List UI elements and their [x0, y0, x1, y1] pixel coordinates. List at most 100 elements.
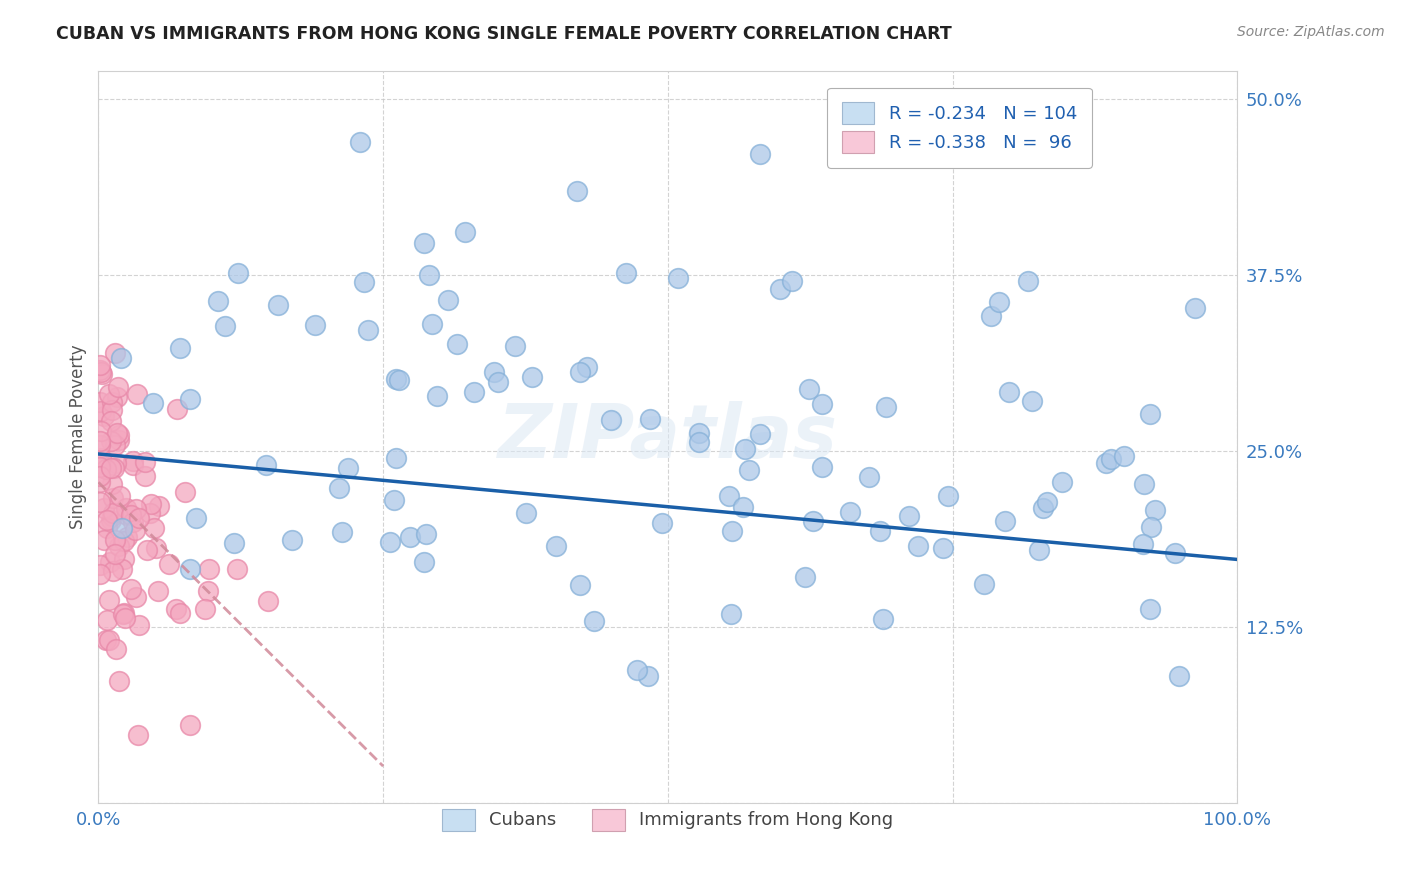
Point [734, 442, 756, 456]
Point [90, 450, 112, 465]
Point [576, 359, 599, 374]
Point [122, 453, 145, 467]
Point [731, 500, 754, 514]
Point [1050, 475, 1073, 489]
Point [486, 375, 509, 389]
Point [101, 403, 124, 417]
Point [100, 414, 122, 428]
Point [101, 477, 124, 491]
Point [89, 394, 111, 409]
Point [801, 515, 824, 529]
Point [569, 365, 592, 379]
Point [145, 541, 167, 555]
Point [89, 457, 111, 471]
Point [101, 508, 124, 523]
Point [872, 612, 894, 626]
Point [104, 547, 127, 561]
Legend: Cubans, Immigrants from Hong Kong: Cubans, Immigrants from Hong Kong [427, 794, 908, 845]
Point [998, 384, 1021, 399]
Point [89, 558, 111, 573]
Point [582, 614, 605, 628]
Point [254, 458, 277, 472]
Point [769, 283, 792, 297]
Point [720, 607, 742, 621]
Point [97, 633, 120, 648]
Point [169, 342, 191, 356]
Point [89, 468, 111, 483]
Point [626, 663, 648, 677]
Point [96, 521, 118, 535]
Point [165, 602, 187, 616]
Point [93, 409, 115, 423]
Point [415, 527, 437, 541]
Point [166, 402, 188, 417]
Text: CUBAN VS IMMIGRANTS FROM HONG KONG SINGLE FEMALE POVERTY CORRELATION CHART: CUBAN VS IMMIGRANTS FROM HONG KONG SINGL… [56, 25, 952, 43]
Point [1031, 500, 1053, 515]
Point [100, 461, 122, 475]
Point [125, 590, 148, 604]
Point [108, 673, 131, 688]
Point [103, 565, 125, 579]
Point [139, 497, 162, 511]
Point [124, 524, 146, 538]
Point [994, 514, 1017, 528]
Point [98, 555, 121, 569]
Point [938, 489, 960, 503]
Point [111, 562, 134, 576]
Point [1184, 301, 1206, 316]
Point [638, 411, 661, 425]
Point [1132, 477, 1154, 491]
Point [1139, 407, 1161, 421]
Point [1021, 393, 1043, 408]
Point [108, 428, 131, 442]
Point [207, 293, 229, 308]
Point [111, 607, 134, 621]
Point [101, 395, 124, 409]
Point [89, 460, 111, 475]
Point [89, 495, 111, 509]
Text: ZIPatlas: ZIPatlas [498, 401, 838, 474]
Point [89, 567, 111, 582]
Point [385, 372, 408, 386]
Point [418, 268, 440, 282]
Point [482, 365, 505, 379]
Point [357, 323, 380, 337]
Point [413, 555, 436, 569]
Point [104, 438, 127, 452]
Point [127, 728, 149, 742]
Point [93, 533, 115, 548]
Point [108, 433, 131, 447]
Point [515, 506, 537, 520]
Point [103, 491, 125, 505]
Point [463, 385, 485, 400]
Point [811, 397, 834, 411]
Point [257, 594, 280, 608]
Point [107, 380, 129, 394]
Point [97, 387, 120, 401]
Point [437, 293, 460, 308]
Point [125, 386, 148, 401]
Point [117, 508, 139, 523]
Point [738, 463, 761, 477]
Point [388, 373, 411, 387]
Point [142, 396, 165, 410]
Point [128, 618, 150, 632]
Point [194, 602, 217, 616]
Point [94, 633, 117, 648]
Point [148, 499, 170, 513]
Point [214, 319, 236, 334]
Point [90, 403, 112, 417]
Point [907, 540, 929, 554]
Point [520, 370, 543, 384]
Point [89, 438, 111, 452]
Point [1167, 669, 1189, 683]
Point [988, 295, 1011, 310]
Text: Source: ZipAtlas.com: Source: ZipAtlas.com [1237, 25, 1385, 39]
Point [146, 584, 169, 599]
Point [718, 489, 741, 503]
Point [330, 524, 353, 539]
Point [110, 351, 132, 366]
Point [426, 389, 449, 403]
Point [688, 425, 710, 440]
Point [104, 641, 127, 656]
